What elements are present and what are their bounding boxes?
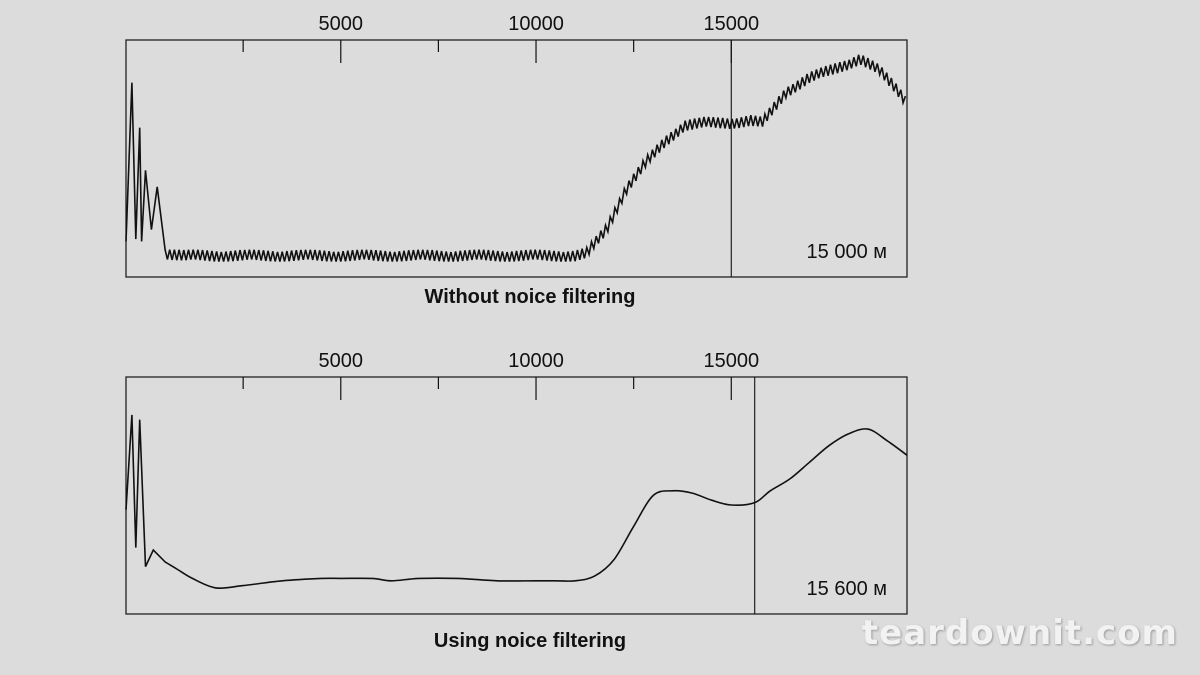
- chart-caption-without-filtering: Without noice filtering: [424, 286, 636, 308]
- chart-panel-without-filtering: 5000 10000 15000 15 000 м Without noice fil…: [0, 0, 1200, 330]
- tick-label-15000: 15000: [703, 13, 759, 35]
- series-line-0: [125, 54, 907, 262]
- tick-label-15000: 15000: [703, 350, 759, 372]
- chart-without-filtering: 5000 10000 15000 15 000 м: [125, 13, 908, 278]
- tick-label-10000: 10000: [508, 13, 564, 35]
- tick-label-5000: 5000: [319, 13, 364, 35]
- tick-label-5000: 5000: [319, 350, 364, 372]
- chart-frame: [125, 376, 908, 615]
- chart-caption-with-filtering: Using noice filtering: [433, 630, 627, 652]
- chart-with-filtering: 5000 10000 15000 15 600 м: [125, 350, 908, 615]
- distance-label: 15 000 м: [807, 241, 887, 263]
- tick-label-10000: 10000: [508, 350, 564, 372]
- distance-label: 15 600 м: [807, 578, 887, 600]
- watermark-logo: teardownit.com: [861, 613, 1178, 653]
- chart-panel-with-filtering: 5000 10000 15000 15 600 м Using noice filte…: [0, 337, 1200, 667]
- series-line-0: [125, 414, 908, 590]
- chart-frame: [125, 39, 908, 278]
